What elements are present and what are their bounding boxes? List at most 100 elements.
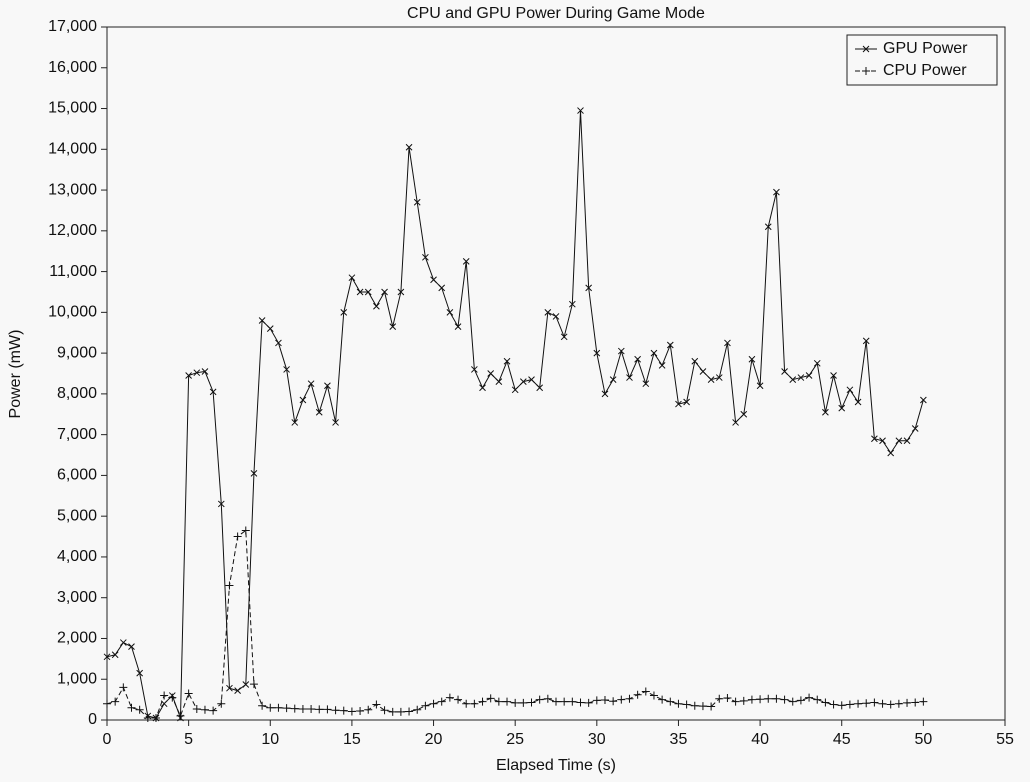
x-tick-label: 10 <box>261 731 279 748</box>
point-marker <box>911 425 919 432</box>
point-marker <box>895 437 903 445</box>
point-marker <box>486 694 495 703</box>
point-marker <box>356 288 364 296</box>
point-marker <box>626 374 633 381</box>
y-tick-label: 13,000 <box>48 181 97 198</box>
point-marker <box>879 437 886 445</box>
point-marker <box>568 300 576 308</box>
point-marker <box>315 705 324 714</box>
point-marker <box>217 699 226 708</box>
point-marker <box>494 697 503 706</box>
point-marker <box>299 396 307 404</box>
point-marker <box>600 696 609 705</box>
point-marker <box>568 697 577 706</box>
point-marker <box>478 697 487 706</box>
point-marker <box>143 713 152 722</box>
point-marker <box>136 669 144 677</box>
x-tick-label: 35 <box>670 731 688 748</box>
point-marker <box>372 700 381 709</box>
point-marker <box>756 382 764 390</box>
point-marker <box>528 376 535 383</box>
point-marker <box>894 699 903 708</box>
point-marker <box>536 384 544 392</box>
point-marker <box>479 384 486 392</box>
point-marker <box>813 359 821 367</box>
point-marker <box>577 107 584 114</box>
point-marker <box>307 380 315 388</box>
point-marker <box>315 408 323 416</box>
point-marker <box>674 699 683 708</box>
point-marker <box>446 308 454 316</box>
point-marker <box>658 361 666 369</box>
point-marker <box>184 689 193 698</box>
point-marker <box>747 695 756 704</box>
point-marker <box>552 313 560 320</box>
point-marker <box>748 355 756 363</box>
point-marker <box>405 143 413 151</box>
point-marker <box>209 388 217 396</box>
x-tick-label: 5 <box>184 731 193 748</box>
point-marker <box>119 639 127 646</box>
point-marker <box>119 683 128 692</box>
y-tick-label: 11,000 <box>49 263 97 280</box>
point-marker <box>854 398 862 406</box>
point-marker <box>715 694 724 703</box>
point-marker <box>226 684 233 692</box>
x-tick-label: 40 <box>751 731 769 748</box>
x-tick-label: 30 <box>588 731 606 748</box>
point-marker <box>560 697 569 706</box>
point-marker <box>584 698 593 707</box>
point-marker <box>609 376 617 383</box>
point-marker <box>323 705 332 714</box>
point-marker <box>585 284 593 292</box>
point-marker <box>437 697 446 706</box>
point-marker <box>862 699 871 708</box>
point-marker <box>283 366 290 373</box>
point-marker <box>151 713 160 722</box>
point-marker <box>250 470 258 477</box>
point-marker <box>813 695 822 704</box>
point-marker <box>201 368 209 375</box>
point-marker <box>781 368 788 375</box>
point-marker <box>347 707 356 716</box>
point-marker <box>127 703 136 712</box>
point-marker <box>886 700 895 709</box>
point-marker <box>168 693 177 702</box>
point-marker <box>307 704 316 713</box>
point-marker <box>593 349 601 357</box>
point-marker <box>535 695 544 704</box>
point-marker <box>740 410 748 418</box>
x-tick-label: 0 <box>103 731 112 748</box>
point-marker <box>364 705 373 714</box>
point-marker <box>592 696 601 705</box>
point-marker <box>919 697 928 706</box>
point-marker <box>846 386 854 394</box>
point-marker <box>862 337 870 345</box>
point-marker <box>682 700 691 709</box>
point-marker <box>649 691 658 700</box>
point-marker <box>193 369 201 377</box>
point-marker <box>373 302 380 310</box>
point-marker <box>764 694 773 703</box>
y-tick-label: 4,000 <box>57 548 97 565</box>
point-marker <box>495 378 503 386</box>
point-marker <box>797 374 805 381</box>
x-tick-label: 50 <box>914 731 932 748</box>
point-marker <box>789 376 797 383</box>
point-marker <box>242 681 250 688</box>
y-tick-label: 16,000 <box>48 59 97 76</box>
point-marker <box>788 697 797 706</box>
y-tick-label: 9,000 <box>57 344 97 361</box>
point-marker <box>871 435 878 443</box>
point-marker <box>690 701 699 710</box>
point-marker <box>396 707 405 716</box>
point-marker <box>724 339 731 347</box>
point-marker <box>503 357 511 365</box>
legend: GPU Power CPU Power <box>846 34 998 86</box>
x-tick-label: 25 <box>506 731 524 748</box>
point-marker <box>756 695 765 704</box>
point-marker <box>903 437 911 445</box>
point-marker <box>274 703 283 712</box>
point-marker <box>160 691 169 700</box>
point-marker <box>340 308 348 316</box>
